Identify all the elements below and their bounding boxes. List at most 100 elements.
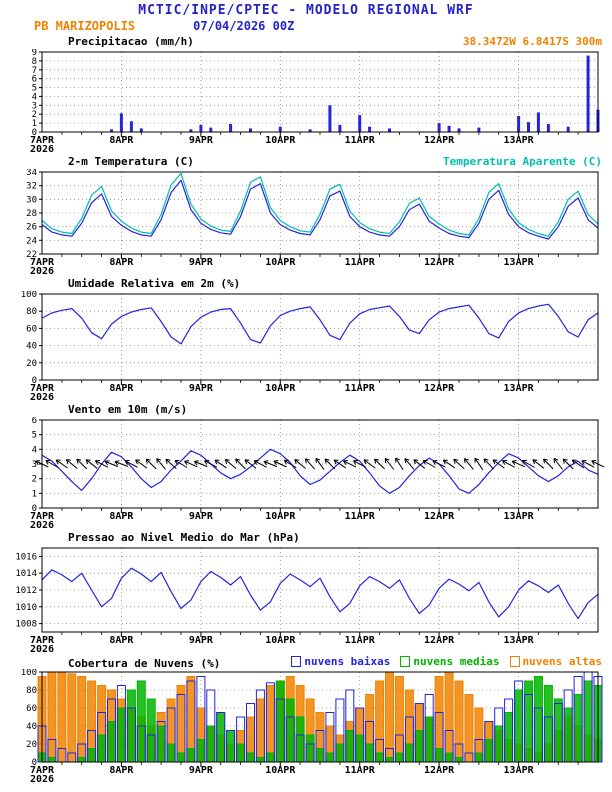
svg-text:30: 30: [26, 195, 37, 205]
svg-text:6: 6: [32, 75, 37, 85]
svg-text:2026: 2026: [30, 774, 54, 784]
panel-title-cloud-cover: Cobertura de Nuvens (%): [68, 657, 221, 670]
svg-text:4: 4: [32, 92, 37, 102]
svg-text:8APR: 8APR: [109, 135, 134, 146]
header-subtitle-row: PB MARIZOPOLIS 07/04/2026 00Z: [0, 19, 612, 34]
legend-swatch-altas-icon: [509, 656, 520, 667]
svg-text:0: 0: [32, 128, 37, 138]
svg-text:1016: 1016: [15, 552, 37, 562]
svg-text:2026: 2026: [30, 392, 54, 402]
station-location: 38.3472W 6.8417S 300m: [462, 35, 602, 48]
svg-text:24: 24: [26, 236, 37, 246]
svg-text:8APR: 8APR: [109, 765, 134, 776]
panel-title-wind: Vento em 10m (m/s): [68, 403, 188, 416]
svg-text:60: 60: [26, 704, 37, 714]
svg-text:60: 60: [26, 324, 37, 334]
panel-precipitation: Precipitacao (mm/h) 38.3472W 6.8417S 300…: [0, 34, 612, 155]
svg-text:100: 100: [21, 291, 37, 300]
panel-pressure: Pressao ao Nivel Medio do Mar (hPa) 1008…: [0, 530, 612, 655]
svg-text:11APR: 11APR: [345, 257, 376, 268]
svg-text:1: 1: [32, 489, 37, 499]
legend-item-nuvens-baixas: nuvens baixas: [291, 655, 390, 668]
legend-label-baixas: nuvens baixas: [304, 655, 391, 668]
svg-text:80: 80: [26, 686, 37, 696]
legend-label-altas: nuvens altas: [522, 655, 602, 668]
svg-text:1010: 1010: [15, 603, 37, 613]
svg-text:12APR: 12APR: [424, 257, 455, 268]
svg-text:8APR: 8APR: [109, 383, 134, 394]
svg-text:2026: 2026: [30, 520, 54, 530]
page-title: MCTIC/INPE/CPTEC - MODELO REGIONAL WRF: [138, 3, 474, 18]
svg-text:80: 80: [26, 307, 37, 317]
svg-text:1008: 1008: [15, 620, 37, 630]
pressure-chart: 1008 1010 1012 1014 1016 7APR 2026 8APR 9APR 10AP…: [0, 545, 612, 655]
svg-text:11APR: 11APR: [345, 511, 376, 522]
svg-text:2026: 2026: [30, 144, 54, 154]
wind-chart: 0 1 2 3 4 5 6 7APR 2026 8APR 9APR 10APR 11APR 12APR 13…: [0, 416, 612, 531]
panel-title-pressure: Pressao ao Nivel Medio do Mar (hPa): [68, 531, 300, 544]
panel-cloud-cover: Cobertura de Nuvens (%) nuvens baixas nu…: [0, 654, 612, 785]
panel-title-precipitation: Precipitacao (mm/h): [68, 35, 194, 48]
svg-text:7APR: 7APR: [30, 635, 55, 646]
svg-text:13APR: 13APR: [504, 135, 535, 146]
svg-text:20: 20: [26, 359, 37, 369]
svg-text:10APR: 10APR: [265, 135, 296, 146]
svg-text:9APR: 9APR: [189, 765, 214, 776]
svg-text:11APR: 11APR: [345, 135, 376, 146]
svg-text:12APR: 12APR: [424, 135, 455, 146]
svg-text:1: 1: [32, 119, 37, 129]
svg-text:13APR: 13APR: [504, 383, 535, 394]
svg-text:1012: 1012: [15, 586, 37, 596]
panel-title-temperature: 2-m Temperatura (C): [68, 155, 194, 168]
svg-text:9APR: 9APR: [189, 383, 214, 394]
svg-text:13APR: 13APR: [504, 765, 535, 776]
legend-item-nuvens-medias: nuvens medias: [400, 655, 500, 668]
svg-text:8: 8: [32, 57, 37, 67]
svg-text:12APR: 12APR: [424, 511, 455, 522]
svg-text:40: 40: [26, 722, 37, 732]
svg-text:12APR: 12APR: [424, 635, 455, 646]
svg-text:7APR: 7APR: [30, 135, 55, 146]
svg-text:9APR: 9APR: [189, 511, 214, 522]
svg-text:9APR: 9APR: [189, 257, 214, 268]
svg-text:10APR: 10APR: [265, 511, 296, 522]
svg-text:2026: 2026: [30, 266, 54, 276]
legend-label-medias: nuvens medias: [413, 655, 500, 668]
cloud-legend: nuvens baixas nuvens medias nuvens altas: [291, 655, 602, 668]
svg-text:7APR: 7APR: [30, 765, 55, 776]
svg-text:22: 22: [26, 250, 37, 260]
svg-text:40: 40: [26, 342, 37, 352]
svg-text:2: 2: [32, 110, 37, 120]
legend-swatch-baixas-icon: [291, 656, 302, 667]
svg-text:11APR: 11APR: [345, 383, 376, 394]
svg-text:13APR: 13APR: [504, 257, 535, 268]
svg-text:2026: 2026: [30, 644, 54, 654]
legend-item-nuvens-altas: nuvens altas: [509, 655, 602, 668]
svg-text:7APR: 7APR: [30, 383, 55, 394]
temperature-chart: 22 24 26 28 30 32 34 7APR 2026 8APR 9APR 10APR 11APR…: [0, 168, 612, 277]
svg-text:13APR: 13APR: [504, 635, 535, 646]
svg-text:5: 5: [32, 431, 37, 441]
relative-humidity-chart: 0 20 40 60 80 100 7APR 2026 8APR 9APR 10APR 11APR 12…: [0, 290, 612, 403]
svg-text:28: 28: [26, 209, 37, 219]
svg-text:34: 34: [26, 169, 37, 178]
svg-text:9APR: 9APR: [189, 135, 214, 146]
cloud-cover-chart: 0 20 40 60 80 100 7APR 2026 8APR 9APR 10APR 11APR 12…: [0, 668, 612, 785]
run-datetime: 07/04/2026 00Z: [193, 19, 295, 33]
svg-text:3: 3: [32, 101, 37, 111]
svg-text:11APR: 11APR: [345, 635, 376, 646]
svg-text:10APR: 10APR: [265, 765, 296, 776]
panel-title-relative-humidity: Umidade Relativa em 2m (%): [68, 277, 241, 290]
svg-text:9APR: 9APR: [189, 635, 214, 646]
svg-text:7APR: 7APR: [30, 511, 55, 522]
svg-text:0: 0: [32, 504, 37, 514]
panel-temperature: 2-m Temperatura (C) Temperatura Aparente…: [0, 154, 612, 277]
svg-text:8APR: 8APR: [109, 257, 134, 268]
legend-swatch-medias-icon: [400, 656, 411, 667]
